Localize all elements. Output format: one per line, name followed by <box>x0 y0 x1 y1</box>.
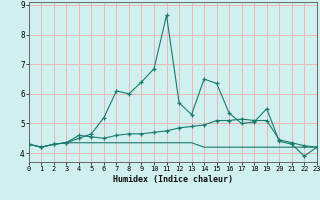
X-axis label: Humidex (Indice chaleur): Humidex (Indice chaleur) <box>113 175 233 184</box>
